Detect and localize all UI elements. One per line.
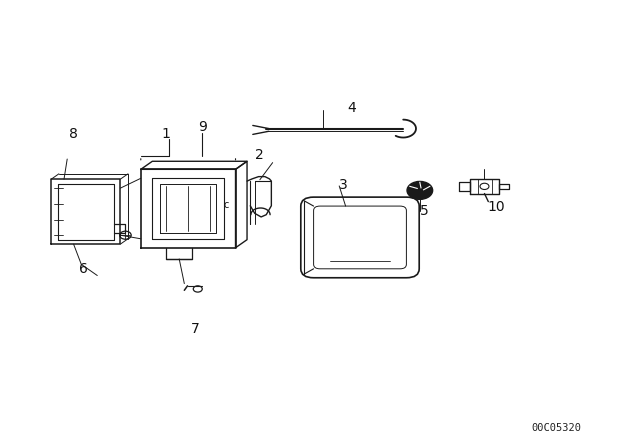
Text: 1: 1 [161, 126, 170, 141]
Text: 10: 10 [487, 200, 505, 214]
Text: 4: 4 [348, 100, 356, 115]
Text: 5: 5 [420, 204, 429, 219]
Text: 2: 2 [255, 148, 264, 163]
Text: 7: 7 [191, 322, 200, 336]
Text: 9: 9 [198, 120, 207, 134]
Text: 8: 8 [69, 127, 78, 142]
Text: 3: 3 [339, 177, 348, 192]
Text: 00C05320: 00C05320 [532, 423, 582, 433]
Circle shape [407, 181, 433, 199]
Text: c: c [223, 200, 228, 210]
Text: 6: 6 [79, 262, 88, 276]
